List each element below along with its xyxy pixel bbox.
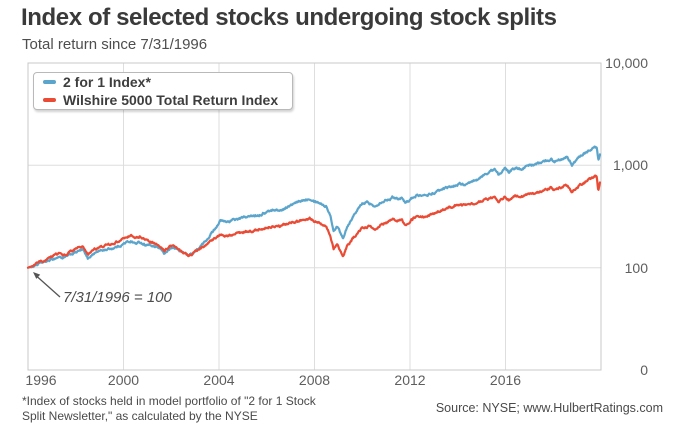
legend-label: Wilshire 5000 Total Return Index <box>63 92 279 108</box>
legend-label: 2 for 1 Index* <box>63 74 151 90</box>
chart-subtitle: Total return since 7/31/1996 <box>22 36 208 53</box>
plot-border <box>27 62 602 371</box>
y-tick-label: 0 <box>640 362 648 378</box>
x-tick-label: 2016 <box>489 372 522 388</box>
x-tick-label: 2000 <box>107 372 140 388</box>
vertical-gridlines <box>123 63 506 370</box>
legend-dash-red-icon <box>43 98 56 102</box>
x-tick-label: 2012 <box>394 372 426 388</box>
y-tick-label: 100 <box>624 259 648 276</box>
series-line-2for1-index <box>26 145 601 269</box>
annotation-arrow <box>33 272 61 298</box>
footnote-line-1: *Index of stocks held in model portfolio… <box>22 394 316 408</box>
series-line-wilshire-5000 <box>26 174 601 269</box>
y-tick-label: 1,000 <box>612 157 648 174</box>
source-credit: Source: NYSE; www.HulbertRatings.com <box>435 401 663 415</box>
base-value-annotation: 7/31/1996 = 100 <box>63 289 172 306</box>
legend-dash-blue-icon <box>43 80 56 84</box>
footnote: *Index of stocks held in model portfolio… <box>22 394 316 424</box>
y-tick-label: 10,000 <box>605 55 648 71</box>
legend-item-2for1: 2 for 1 Index* <box>43 74 292 90</box>
x-tick-label: 2004 <box>203 372 235 388</box>
footnote-line-2: Split Newsletter," as calculated by the … <box>22 409 258 423</box>
page-title: Index of selected stocks undergoing stoc… <box>21 4 557 31</box>
x-tick-label: 2008 <box>298 372 331 388</box>
legend-item-wilshire: Wilshire 5000 Total Return Index <box>43 92 292 108</box>
x-tick-label: 1996 <box>25 372 57 388</box>
chart-legend: 2 for 1 Index* Wilshire 5000 Total Retur… <box>33 72 293 110</box>
